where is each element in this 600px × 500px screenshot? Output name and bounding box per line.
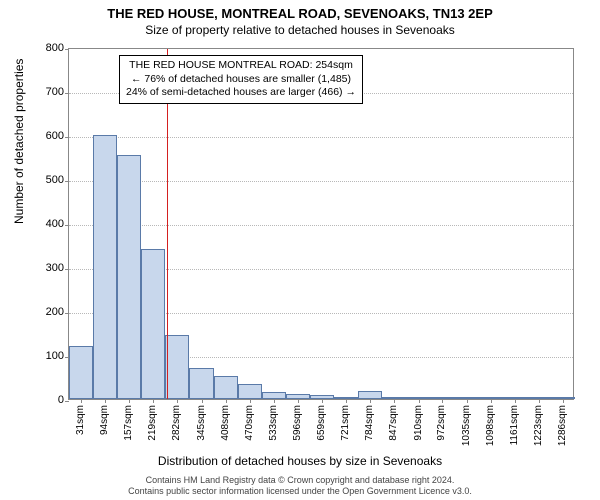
x-tick-label: 1161sqm — [510, 405, 520, 445]
y-axis-label: Number of detached properties — [12, 59, 26, 224]
x-tick-label: 408sqm — [221, 405, 231, 441]
chart-container: THE RED HOUSE, MONTREAL ROAD, SEVENOAKS,… — [0, 0, 600, 500]
y-tick-mark — [65, 269, 69, 270]
x-axis-label: Distribution of detached houses by size … — [0, 454, 600, 468]
chart-title: THE RED HOUSE, MONTREAL ROAD, SEVENOAKS,… — [0, 0, 600, 21]
histogram-bar — [238, 384, 262, 399]
histogram-bar — [358, 391, 382, 399]
x-tick-mark — [322, 399, 323, 403]
x-tick-label: 470sqm — [245, 405, 255, 441]
y-tick-mark — [65, 137, 69, 138]
x-tick-label: 157sqm — [124, 405, 134, 441]
gridline — [69, 181, 573, 182]
y-tick-label: 600 — [34, 131, 64, 142]
x-tick-mark — [226, 399, 227, 403]
x-tick-mark — [153, 399, 154, 403]
histogram-bar — [262, 392, 286, 399]
x-tick-label: 972sqm — [437, 405, 447, 441]
x-tick-mark — [274, 399, 275, 403]
x-tick-mark — [370, 399, 371, 403]
gridline — [69, 225, 573, 226]
chart-subtitle: Size of property relative to detached ho… — [0, 21, 600, 37]
x-tick-mark — [467, 399, 468, 403]
y-tick-label: 500 — [34, 175, 64, 186]
y-tick-label: 0 — [34, 395, 64, 406]
x-tick-mark — [563, 399, 564, 403]
histogram-bar — [189, 368, 213, 399]
x-tick-mark — [442, 399, 443, 403]
x-tick-label: 31sqm — [76, 405, 86, 435]
y-tick-label: 200 — [34, 307, 64, 318]
y-tick-mark — [65, 313, 69, 314]
x-tick-mark — [394, 399, 395, 403]
chart-plot-wrap: 010020030040050060070080031sqm94sqm157sq… — [68, 48, 574, 400]
x-tick-label: 847sqm — [389, 405, 399, 441]
x-tick-mark — [539, 399, 540, 403]
histogram-bar — [214, 376, 238, 399]
annotation-line: ← 76% of detached houses are smaller (1,… — [126, 73, 356, 87]
x-tick-mark — [105, 399, 106, 403]
x-tick-mark — [298, 399, 299, 403]
x-tick-label: 659sqm — [317, 405, 327, 441]
y-tick-mark — [65, 401, 69, 402]
x-tick-label: 1098sqm — [486, 405, 496, 446]
x-tick-mark — [202, 399, 203, 403]
annotation-line: THE RED HOUSE MONTREAL ROAD: 254sqm — [126, 59, 356, 73]
y-tick-label: 800 — [34, 43, 64, 54]
y-tick-label: 400 — [34, 219, 64, 230]
x-tick-mark — [250, 399, 251, 403]
x-tick-mark — [346, 399, 347, 403]
y-tick-mark — [65, 225, 69, 226]
annotation-box: THE RED HOUSE MONTREAL ROAD: 254sqm← 76%… — [119, 55, 363, 104]
y-tick-mark — [65, 93, 69, 94]
x-tick-mark — [81, 399, 82, 403]
x-tick-label: 596sqm — [293, 405, 303, 441]
footer-line-1: Contains HM Land Registry data © Crown c… — [0, 475, 600, 487]
x-tick-label: 1035sqm — [462, 405, 472, 446]
x-tick-label: 345sqm — [197, 405, 207, 441]
y-tick-mark — [65, 49, 69, 50]
x-tick-label: 784sqm — [365, 405, 375, 441]
x-tick-label: 1223sqm — [534, 405, 544, 446]
x-tick-mark — [491, 399, 492, 403]
x-tick-label: 1286sqm — [558, 405, 568, 446]
y-tick-label: 700 — [34, 87, 64, 98]
footer-line-2: Contains public sector information licen… — [0, 486, 600, 498]
histogram-bar — [117, 155, 141, 399]
histogram-bar — [141, 249, 165, 399]
x-tick-label: 533sqm — [269, 405, 279, 441]
x-tick-mark — [129, 399, 130, 403]
x-tick-label: 910sqm — [414, 405, 424, 441]
histogram-bar — [93, 135, 117, 399]
x-tick-mark — [177, 399, 178, 403]
histogram-bar — [69, 346, 93, 399]
chart-plot-area: 010020030040050060070080031sqm94sqm157sq… — [68, 48, 574, 400]
annotation-line: 24% of semi-detached houses are larger (… — [126, 86, 356, 100]
x-tick-mark — [419, 399, 420, 403]
y-tick-mark — [65, 181, 69, 182]
gridline — [69, 137, 573, 138]
y-tick-label: 300 — [34, 263, 64, 274]
x-tick-label: 219sqm — [148, 405, 158, 441]
histogram-bar — [165, 335, 189, 399]
x-tick-label: 721sqm — [341, 405, 351, 441]
x-tick-mark — [515, 399, 516, 403]
y-tick-label: 100 — [34, 351, 64, 362]
x-tick-label: 94sqm — [100, 405, 110, 435]
x-tick-label: 282sqm — [172, 405, 182, 441]
chart-footer: Contains HM Land Registry data © Crown c… — [0, 475, 600, 498]
